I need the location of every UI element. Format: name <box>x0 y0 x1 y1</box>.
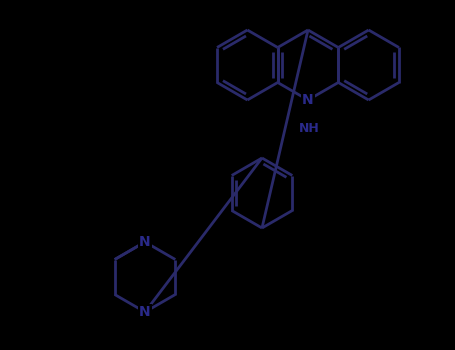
Text: N: N <box>139 235 151 249</box>
Text: N: N <box>139 305 151 319</box>
Text: N: N <box>302 93 314 107</box>
Text: NH: NH <box>299 122 320 135</box>
